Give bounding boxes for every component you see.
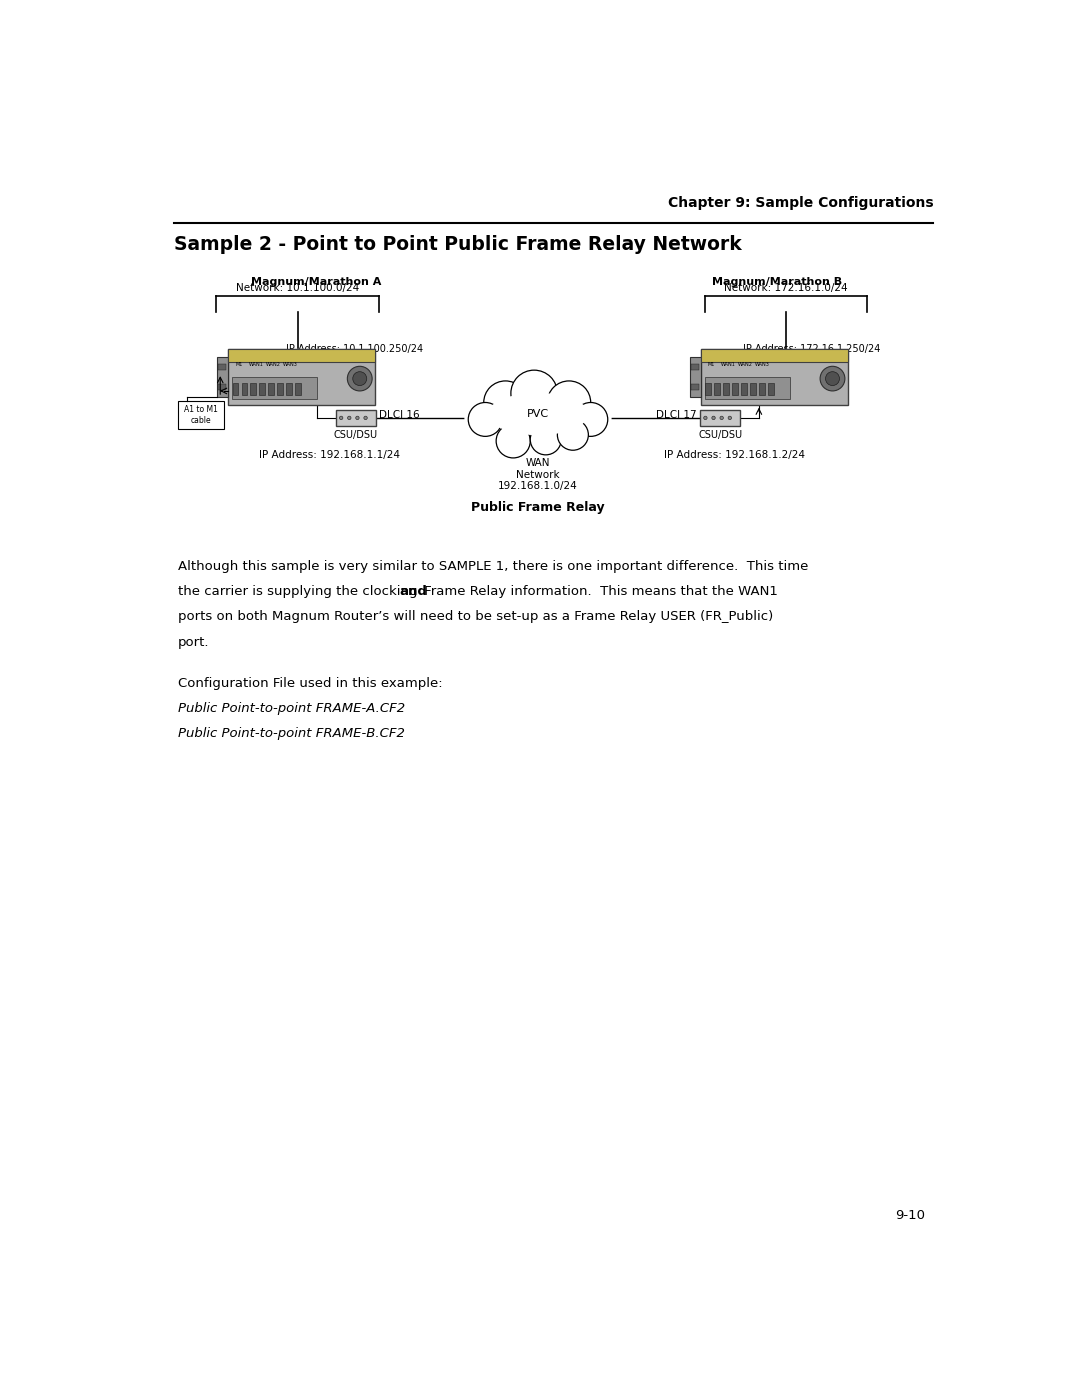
Bar (232, 383, 239, 395)
Circle shape (728, 416, 731, 419)
Bar (700, 411, 740, 426)
Circle shape (484, 381, 527, 425)
Circle shape (704, 416, 707, 419)
Bar (286, 383, 292, 395)
Circle shape (825, 372, 839, 386)
Bar (217, 358, 228, 397)
Text: IP Address: 172.16.1.250/24
Ethernet port: IP Address: 172.16.1.250/24 Ethernet por… (743, 344, 881, 366)
Bar (741, 383, 747, 395)
Bar (232, 377, 318, 398)
Bar (705, 383, 712, 395)
Circle shape (353, 372, 367, 386)
Text: IP Address: 10.1.100.250/24
Ethernet port: IP Address: 10.1.100.250/24 Ethernet por… (286, 344, 423, 366)
Text: M1: M1 (235, 362, 243, 367)
Bar (242, 383, 247, 395)
Bar (690, 358, 701, 397)
Bar (732, 383, 738, 395)
Text: M1: M1 (707, 362, 715, 367)
Circle shape (530, 425, 562, 455)
Text: 9-10: 9-10 (895, 1208, 926, 1222)
Text: Chapter 9: Sample Configurations: Chapter 9: Sample Configurations (667, 196, 933, 210)
Circle shape (339, 416, 342, 419)
Bar (691, 384, 699, 390)
Text: CSU/DSU: CSU/DSU (334, 430, 378, 440)
Bar (251, 383, 256, 395)
Circle shape (496, 425, 530, 458)
Bar (704, 377, 791, 398)
Bar (336, 411, 376, 426)
Text: WAN3: WAN3 (283, 362, 297, 367)
Circle shape (469, 402, 502, 436)
Circle shape (355, 416, 360, 419)
Circle shape (511, 370, 557, 416)
Text: DLCI 17: DLCI 17 (657, 409, 697, 420)
Text: WAN3: WAN3 (755, 362, 770, 367)
Bar (218, 365, 227, 370)
Bar (278, 383, 283, 395)
Text: A1 to M1
cable: A1 to M1 cable (184, 405, 218, 425)
Bar (714, 383, 720, 395)
Bar (691, 365, 699, 370)
Circle shape (573, 402, 608, 436)
Bar (724, 383, 729, 395)
Text: Public Point-to-point FRAME-B.CF2: Public Point-to-point FRAME-B.CF2 (177, 728, 405, 740)
Circle shape (720, 416, 724, 419)
Text: Magnum/Marathon A: Magnum/Marathon A (252, 277, 381, 286)
Bar (701, 349, 848, 362)
Text: WAN
Network
192.168.1.0/24: WAN Network 192.168.1.0/24 (498, 458, 578, 492)
Circle shape (364, 416, 367, 419)
Circle shape (820, 366, 845, 391)
Text: WAN2: WAN2 (739, 362, 753, 367)
Text: Frame Relay information.  This means that the WAN1: Frame Relay information. This means that… (420, 585, 778, 598)
Bar (768, 383, 773, 395)
Text: and: and (400, 585, 428, 598)
Text: Configuration File used in this example:: Configuration File used in this example: (177, 676, 442, 690)
Text: IP Address: 192.168.1.2/24: IP Address: 192.168.1.2/24 (664, 450, 806, 460)
Text: Although this sample is very similar to SAMPLE 1, there is one important differe: Although this sample is very similar to … (177, 560, 808, 573)
Bar (228, 349, 375, 405)
Text: IP Address: 192.168.1.1/24: IP Address: 192.168.1.1/24 (259, 450, 400, 460)
Circle shape (557, 419, 589, 450)
Circle shape (712, 416, 715, 419)
Text: Magnum/Marathon B: Magnum/Marathon B (713, 277, 842, 286)
Bar (759, 383, 765, 395)
Bar (268, 383, 274, 395)
Bar (228, 349, 375, 362)
Circle shape (348, 416, 351, 419)
Text: CSU/DSU: CSU/DSU (698, 430, 742, 440)
Text: WAN1: WAN1 (721, 362, 737, 367)
Text: Public Frame Relay: Public Frame Relay (471, 502, 605, 514)
Text: port.: port. (177, 636, 210, 648)
Bar (701, 349, 848, 405)
Text: DLCI 16: DLCI 16 (379, 409, 420, 420)
Bar (750, 383, 756, 395)
Text: Public Point-to-point FRAME-A.CF2: Public Point-to-point FRAME-A.CF2 (177, 703, 405, 715)
Ellipse shape (488, 393, 589, 436)
Text: Network: 10.1.100.0/24: Network: 10.1.100.0/24 (237, 284, 360, 293)
Circle shape (348, 366, 373, 391)
Circle shape (548, 381, 591, 425)
Text: the carrier is supplying the clocking: the carrier is supplying the clocking (177, 585, 421, 598)
Bar (177, 401, 225, 429)
Bar (218, 384, 227, 390)
Bar (259, 383, 266, 395)
Ellipse shape (464, 381, 611, 454)
Text: PVC: PVC (527, 409, 549, 419)
Text: WAN2: WAN2 (266, 362, 281, 367)
Text: ports on both Magnum Router’s will need to be set-up as a Frame Relay USER (FR_P: ports on both Magnum Router’s will need … (177, 610, 773, 623)
Bar (295, 383, 301, 395)
Text: Network: 172.16.1.0/24: Network: 172.16.1.0/24 (725, 284, 848, 293)
Text: WAN1: WAN1 (248, 362, 264, 367)
Text: Sample 2 - Point to Point Public Frame Relay Network: Sample 2 - Point to Point Public Frame R… (174, 235, 742, 254)
